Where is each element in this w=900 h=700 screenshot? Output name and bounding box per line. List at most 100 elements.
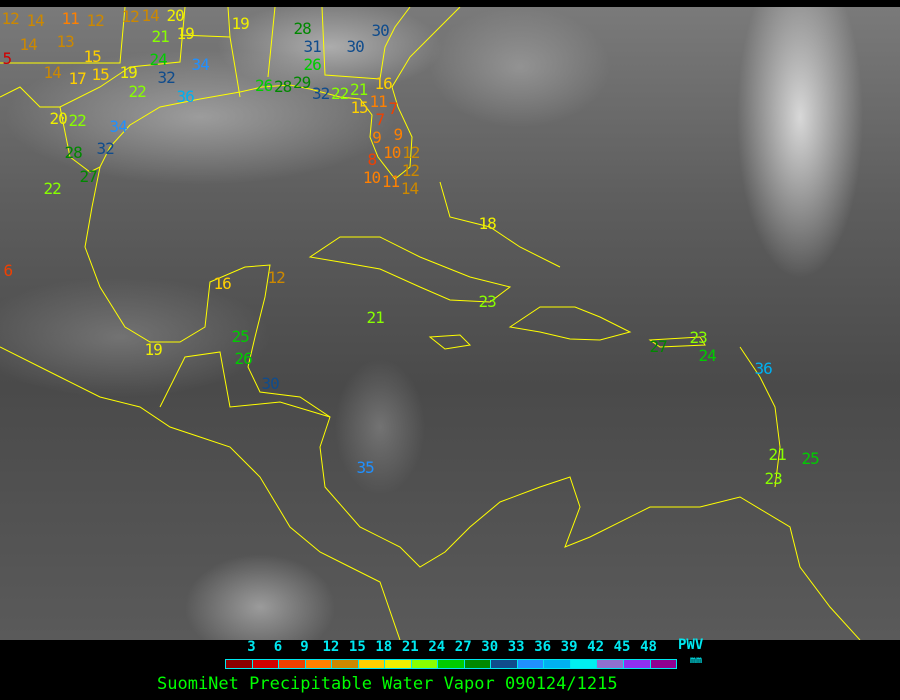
pwv-station-value: 25 bbox=[801, 449, 820, 468]
legend-tick-label: 21 bbox=[401, 639, 419, 655]
pwv-station-value: 28 bbox=[64, 143, 83, 162]
pwv-station-value: 30 bbox=[346, 37, 365, 56]
pwv-station-value: 11 bbox=[381, 172, 400, 191]
pwv-station-value: 12 bbox=[1, 9, 20, 28]
pwv-station-value: 19 bbox=[231, 14, 250, 33]
pwv-station-value: 6 bbox=[3, 261, 14, 280]
pwv-station-value: 20 bbox=[49, 109, 68, 128]
unit-sublabel: mm bbox=[690, 655, 703, 666]
pwv-station-value: 23 bbox=[764, 469, 783, 488]
pwv-station-value: 32 bbox=[312, 84, 330, 103]
pwv-station-value: 23 bbox=[689, 328, 708, 347]
legend-tick-label: 6 bbox=[273, 639, 283, 655]
color-scale-swatch bbox=[517, 660, 545, 668]
legend-tick-label: 24 bbox=[428, 639, 446, 655]
pwv-station-value: 18 bbox=[478, 214, 497, 233]
pwv-station-value: 27 bbox=[649, 337, 668, 356]
pwv-station-value: 36 bbox=[754, 359, 773, 378]
pwv-station-value: 5 bbox=[2, 49, 13, 68]
pwv-station-value: 22 bbox=[331, 84, 349, 103]
color-scale-swatch bbox=[491, 660, 518, 668]
satellite-map: 12 14 11 12 12 14 20 21 19 19 14 13 5 15 14 17 15 19 24 32 3… bbox=[0, 7, 900, 640]
color-scale-swatch bbox=[544, 660, 571, 668]
pwv-station-value: 10 bbox=[362, 168, 381, 187]
legend-tick-label: 39 bbox=[560, 639, 578, 655]
pwv-station-value: 36 bbox=[176, 87, 195, 106]
pwv-station-value: 12 bbox=[121, 7, 140, 26]
pwv-station-value: 14 bbox=[26, 11, 45, 30]
pwv-station-value: 16 bbox=[374, 73, 393, 93]
pwv-station-value: 9 bbox=[393, 124, 404, 144]
pwv-station-value: 14 bbox=[400, 179, 419, 198]
pwv-station-value: 24 bbox=[698, 346, 717, 365]
color-scale-swatch bbox=[226, 660, 253, 668]
pwv-station-value: 12 bbox=[86, 11, 105, 30]
pwv-station-value: 32 bbox=[157, 68, 176, 87]
legend-tick-label: 30 bbox=[481, 639, 499, 655]
pwv-station-value: 16 bbox=[213, 274, 232, 293]
color-scale-bar bbox=[225, 659, 677, 669]
legend-tick-label: 42 bbox=[587, 639, 605, 655]
color-scale-swatch bbox=[464, 660, 492, 668]
unit-label: PWV bbox=[678, 637, 704, 653]
legend-tick-label: 15 bbox=[348, 639, 366, 655]
pwv-station-value: 31 bbox=[303, 36, 322, 56]
legend-tick-label: 33 bbox=[507, 639, 525, 655]
legend-tick-label: 27 bbox=[454, 639, 472, 655]
color-scale-swatch bbox=[385, 660, 412, 668]
pwv-station-value: 14 bbox=[43, 63, 62, 82]
pwv-station-value: 30 bbox=[261, 374, 280, 393]
pwv-station-value: 21 bbox=[366, 308, 385, 327]
pwv-station-value: 21 bbox=[151, 27, 170, 46]
pwv-station-value: 13 bbox=[56, 32, 75, 51]
pwv-station-value: 10 bbox=[383, 142, 401, 162]
legend-tick-label: 36 bbox=[534, 639, 552, 655]
color-scale-swatch bbox=[570, 660, 598, 668]
coastlines-borders bbox=[0, 7, 861, 640]
pwv-station-value: 19 bbox=[119, 63, 138, 82]
pwv-station-value: 26 bbox=[255, 76, 273, 95]
legend-tick-label: 12 bbox=[322, 639, 340, 655]
pwv-station-value: 26 bbox=[234, 349, 253, 368]
pwv-station-value: 19 bbox=[176, 24, 195, 43]
color-scale-swatch bbox=[411, 660, 439, 668]
legend-tick-label: 45 bbox=[613, 639, 631, 655]
color-scale-swatch bbox=[332, 660, 359, 668]
pwv-station-value: 29 bbox=[293, 73, 311, 92]
pwv-station-value: 11 bbox=[61, 9, 80, 28]
pwv-station-value: 27 bbox=[79, 167, 98, 186]
pwv-station-value: 15 bbox=[91, 65, 110, 84]
color-scale-swatch bbox=[252, 660, 280, 668]
pwv-station-value: 34 bbox=[191, 55, 210, 74]
pwv-station-value: 30 bbox=[371, 21, 390, 40]
pwv-station-value: 21 bbox=[350, 79, 368, 99]
pwv-station-value: 20 bbox=[166, 7, 185, 25]
pwv-station-value: 12 bbox=[402, 143, 420, 162]
color-scale-swatch bbox=[305, 660, 333, 668]
color-scale-swatch bbox=[650, 660, 677, 668]
legend-tick-label: 9 bbox=[300, 639, 309, 655]
pwv-station-value: 22 bbox=[43, 179, 62, 198]
pwv-station-value: 15 bbox=[350, 97, 369, 117]
color-scale-swatch bbox=[279, 660, 306, 668]
pwv-station-value: 22 bbox=[68, 111, 87, 130]
pwv-station-value: 34 bbox=[109, 117, 128, 136]
legend-tick-label: 18 bbox=[375, 639, 393, 655]
pwv-station-value: 21 bbox=[768, 445, 787, 464]
pwv-station-value: 24 bbox=[149, 50, 168, 69]
color-scale-swatch bbox=[623, 660, 651, 668]
color-scale-swatch bbox=[597, 660, 624, 668]
pwv-station-value: 12 bbox=[401, 161, 420, 180]
pwv-station-value: 12 bbox=[267, 268, 286, 287]
pwv-station-value: 23 bbox=[478, 292, 497, 311]
pwv-station-value: 28 bbox=[274, 77, 292, 96]
pwv-station-value: 25 bbox=[231, 327, 250, 346]
pwv-station-value: 28 bbox=[293, 18, 312, 38]
pwv-station-value: 14 bbox=[19, 35, 38, 54]
pwv-station-value: 7 bbox=[388, 99, 399, 118]
pwv-station-value: 9 bbox=[372, 127, 382, 147]
pwv-station-value: 11 bbox=[369, 91, 388, 111]
color-scale-swatch bbox=[358, 660, 386, 668]
pwv-station-value: 8 bbox=[367, 150, 378, 169]
pwv-station-value: 32 bbox=[96, 139, 115, 158]
